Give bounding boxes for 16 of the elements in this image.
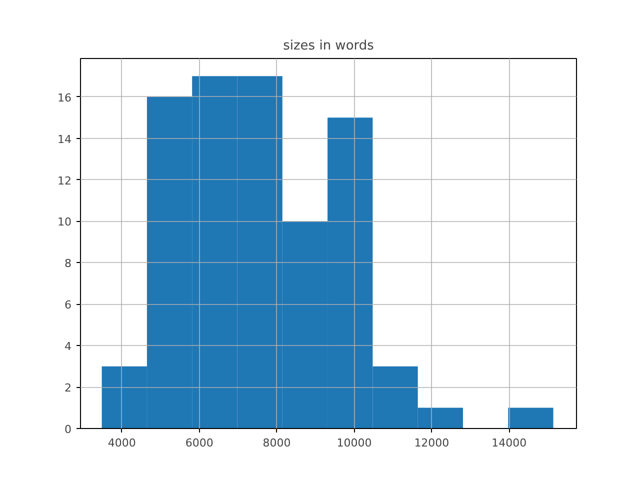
y-tick-label: 12 [58,174,72,188]
x-tick-label: 8000 [262,436,291,450]
x-tick-label: 10000 [336,436,372,450]
x-tick-label: 4000 [108,436,136,450]
chart-title: sizes in words [283,38,374,54]
y-tick-label: 6 [64,298,72,312]
y-tick-label: 16 [58,91,72,104]
x-tick-label: 12000 [414,436,450,450]
y-tick-label: 14 [58,132,72,146]
y-tick-label: 10 [58,216,72,229]
y-tick-label: 2 [64,382,72,395]
x-tick-label: 14000 [492,436,527,450]
y-tick-label: 0 [64,423,72,436]
x-tick-label: 6000 [185,436,214,450]
y-tick-label: 8 [64,257,72,270]
y-tick-label: 4 [64,340,72,354]
